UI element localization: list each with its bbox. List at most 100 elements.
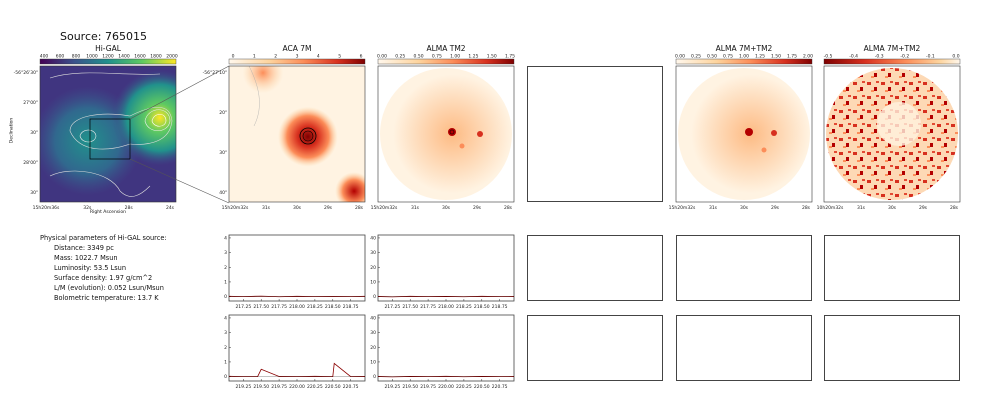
alma-title: ALMA TM2 [426, 44, 466, 53]
alma-colorbar-tick-label: 1.75 [505, 54, 515, 60]
y-tick-label: 30 [370, 330, 376, 336]
source-title: Source: 765015 [60, 30, 147, 43]
y-tick-label: 10 [370, 359, 376, 365]
alma-map: 15h20m32s 31s 30s 29s 28s [371, 65, 515, 211]
higal-y-tick-label: 28'00" [23, 160, 38, 166]
alma-comb2-title: ALMA 7M+TM2 [863, 44, 921, 53]
y-tick-label: 2 [224, 265, 227, 271]
higal-x-tick-label: 15h20m36s [33, 205, 60, 211]
x-tick-label: 220.50 [474, 384, 490, 390]
y-tick-label: 3 [224, 330, 227, 336]
alma-comb-colorbar-tick-label: 1.25 [755, 54, 765, 60]
alma-comb-colorbar-tick-label: 0.50 [707, 54, 717, 60]
aca-colorbar: 0 1 2 3 4 5 6 [228, 54, 366, 65]
alma-colorbar-tick-label: 1.00 [450, 54, 460, 60]
alma-x-tick-label: 31s [411, 205, 420, 211]
aca-x-tick-label: 15h20m32s [222, 205, 249, 211]
higal-colorbar-tick-label: 1000 [86, 54, 98, 60]
x-tick-label: 218.50 [474, 304, 490, 310]
y-tick-label: 0 [373, 374, 376, 380]
higal-x-tick-label: 28s [125, 205, 134, 211]
y-tick-label: 0 [224, 294, 227, 300]
higal-colorbar-tick-label: 800 [72, 54, 81, 60]
alma-comb2-colorbar-tick-label: -0.5 [824, 54, 833, 60]
alma-comb2-x-tick-label: 31s [857, 205, 866, 211]
info-mass: Mass: 1022.7 Msun [54, 254, 118, 262]
higal-colorbar-tick-label: 1800 [150, 54, 162, 60]
alma-comb2-colorbar-tick-label: -0.2 [900, 54, 909, 60]
spectrum-frame [228, 314, 366, 382]
x-tick-label: 220.75 [492, 384, 508, 390]
x-tick-label: 219.50 [253, 384, 269, 390]
alma-colorbar-tick-label: 0.50 [414, 54, 424, 60]
alma-comb2-x-tick-label: 10h20m32s [817, 205, 844, 211]
y-tick-label: 1 [224, 279, 227, 285]
aca-colorbar-tick-label: 4 [317, 54, 320, 60]
higal-y-tick-label: 30" [30, 190, 38, 196]
x-tick-label: 218.75 [492, 304, 508, 310]
info-heading: Physical parameters of Hi-GAL source: [40, 234, 167, 242]
higal-colorbar-tick-label: 400 [40, 54, 49, 60]
alma-comb2-x-tick-label: 28s [950, 205, 959, 211]
higal-map: 15h20m36s 32s 28s 24s -56°26'30" 27'00" 30" 28'… [14, 65, 177, 211]
alma-comb-colorbar-tick-label: 0.00 [675, 54, 685, 60]
aca-colorbar-tick-label: 6 [360, 54, 363, 60]
higal-y-tick-label: 27'00" [23, 100, 38, 106]
y-tick-label: 1 [224, 359, 227, 365]
x-tick-label: 219.25 [235, 384, 251, 390]
y-tick-label: 0 [224, 374, 227, 380]
x-tick-label: 220.25 [456, 384, 472, 390]
y-tick-label: 10 [370, 279, 376, 285]
spectrum-frame [377, 314, 515, 382]
empty-spectrum-panel [527, 315, 663, 381]
spectrum-aca-row2: 0 1 2 3 4 219.25 219.50 219.75 220.00 220.25 220.5… [224, 314, 366, 390]
x-tick-label: 217.50 [253, 304, 269, 310]
empty-spectrum-panel [527, 235, 663, 301]
aca-y-tick-label: -56°27'10" [203, 70, 227, 76]
alma-comb-x-tick-label: 15h20m32s [669, 205, 696, 211]
x-tick-label: 218.00 [438, 304, 454, 310]
higal-x-tick-label: 24s [166, 205, 175, 211]
y-tick-label: 4 [224, 235, 227, 241]
alma-x-tick-label: 29s [473, 205, 482, 211]
x-tick-label: 220.25 [307, 384, 323, 390]
alma-colorbar-tick-label: 0.25 [395, 54, 405, 60]
spectrum-frame [228, 234, 366, 302]
empty-spectrum-panel [676, 315, 812, 381]
aca-colorbar-tick-label: 1 [253, 54, 256, 60]
alma-colorbar-tick-label: 1.25 [468, 54, 478, 60]
spectrum-frame [377, 234, 515, 302]
higal-colorbar: 400 600 800 1000 1200 1400 1600 1800 2000 [40, 54, 178, 65]
higal-y-tick-label: 30" [30, 130, 38, 136]
x-tick-label: 219.75 [420, 384, 436, 390]
aca-x-tick-label: 30s [293, 205, 302, 211]
empty-panel-image [527, 66, 663, 202]
x-tick-label: 217.75 [271, 304, 287, 310]
higal-colorbar-tick-label: 1400 [118, 54, 130, 60]
alma-comb-colorbar-tick-label: 0.75 [723, 54, 733, 60]
higal-ylabel: Declination [9, 117, 15, 144]
aca-colorbar-tick-label: 0 [232, 54, 235, 60]
aca-y-tick-label: 40" [219, 190, 227, 196]
x-tick-label: 218.25 [456, 304, 472, 310]
aca-colorbar-tick-label: 3 [296, 54, 299, 60]
higal-colorbar-tick-label: 2000 [166, 54, 178, 60]
alma-comb2-colorbar-tick-label: -0.1 [926, 54, 935, 60]
info-distance: Distance: 3349 pc [54, 244, 114, 252]
y-tick-label: 2 [224, 345, 227, 351]
alma-comb-colorbar-tick-label: 1.00 [739, 54, 749, 60]
alma-x-tick-label: 15h20m32s [371, 205, 398, 211]
aca-y-tick-label: 20" [219, 110, 227, 116]
alma-comb-colorbar-tick-label: 1.75 [787, 54, 797, 60]
alma-comb2-colorbar: -0.5 -0.4 -0.3 -0.2 -0.1 0.0 [824, 54, 961, 65]
alma-comb-x-tick-label: 29s [771, 205, 780, 211]
aca-y-tick-label: 30" [219, 150, 227, 156]
x-tick-label: 220.75 [343, 384, 359, 390]
x-tick-label: 217.25 [384, 304, 400, 310]
aca-colorbar-tick-label: 2 [274, 54, 277, 60]
empty-spectrum-panel [824, 235, 960, 301]
aca-map: 15h20m32s 31s 30s 29s 28s -56°27'10" 20" 30" 40" [203, 65, 366, 211]
higal-colorbar-tick-label: 1600 [134, 54, 146, 60]
